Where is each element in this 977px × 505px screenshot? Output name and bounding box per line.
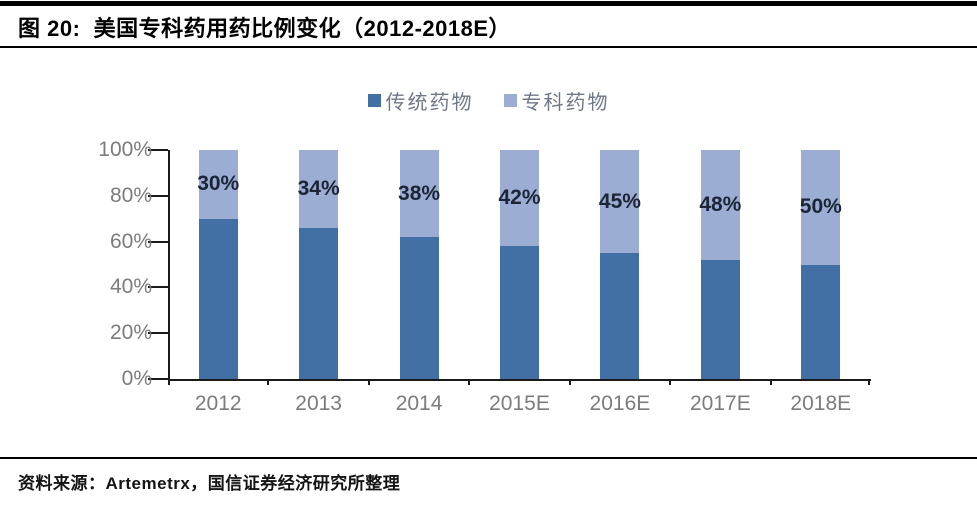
legend-swatch-icon xyxy=(367,94,381,107)
legend-swatch-icon xyxy=(503,94,517,107)
legend-label: 传统药物 xyxy=(385,92,474,114)
x-axis-tick xyxy=(769,379,772,385)
data-label: 30% xyxy=(197,172,240,196)
x-axis-tick xyxy=(168,379,170,385)
x-tick-label: 2018E xyxy=(790,392,852,415)
x-tick-label: 2017E xyxy=(689,392,751,415)
bar-segment-traditional xyxy=(500,246,539,379)
bar-segment-specialty xyxy=(801,150,841,265)
data-label: 48% xyxy=(699,192,742,216)
plot-area: 0% 20% 40% 60% 80% 100% 30% 2012 34% 2013 38% 2014 4… xyxy=(98,138,871,415)
y-axis-tick xyxy=(148,378,168,380)
y-tick-label: 0% xyxy=(121,367,152,390)
y-axis-tick xyxy=(148,194,168,197)
x-axis-tick xyxy=(868,379,870,385)
data-label: 45% xyxy=(598,189,641,213)
y-axis-line xyxy=(168,150,170,379)
x-axis-tick xyxy=(367,379,370,385)
title-divider xyxy=(0,46,977,48)
x-axis-tick xyxy=(568,379,571,385)
x-tick-label: 2014 xyxy=(395,392,443,415)
bar-segment-specialty xyxy=(700,150,740,260)
x-axis-tick xyxy=(267,379,270,385)
bar-segment-traditional xyxy=(700,259,740,379)
bar-segment-traditional xyxy=(198,218,238,379)
bar-segment-specialty xyxy=(299,150,339,228)
bar-segment-specialty xyxy=(198,150,238,219)
bar-segment-traditional xyxy=(299,227,339,379)
data-label: 50% xyxy=(799,195,842,219)
x-axis-tick xyxy=(669,379,672,385)
x-tick-label: 2012 xyxy=(194,392,242,415)
data-label: 42% xyxy=(498,186,541,210)
y-tick-label: 20% xyxy=(109,321,152,345)
chart-legend: 传统药物 专科药物 xyxy=(0,86,977,115)
x-tick-label: 2013 xyxy=(295,392,342,415)
bar-segment-specialty xyxy=(399,150,439,238)
footer-divider xyxy=(0,457,977,459)
legend-item: 专科药物 xyxy=(503,86,610,115)
figure-title: 图 20: 美国专科药用药比例变化（2012-2018E） xyxy=(18,16,512,41)
legend-item: 传统药物 xyxy=(367,86,474,115)
x-axis-tick xyxy=(468,379,471,385)
bar-segment-specialty xyxy=(500,150,539,247)
x-tick-label: 2016E xyxy=(589,392,651,415)
bar-segment-traditional xyxy=(399,237,439,379)
y-axis-tick xyxy=(148,149,168,151)
data-label: 34% xyxy=(297,176,340,200)
y-axis-tick xyxy=(148,332,168,335)
y-tick-label: 100% xyxy=(98,138,152,161)
legend-label: 专科药物 xyxy=(521,92,610,114)
top-divider xyxy=(0,1,977,6)
y-axis-tick xyxy=(148,286,168,289)
source-note: 资料来源：Artemetrx，国信证券经济研究所整理 xyxy=(18,474,401,493)
data-label: 38% xyxy=(398,181,441,205)
y-tick-label: 40% xyxy=(109,275,152,299)
x-tick-label: 2015E xyxy=(489,392,550,415)
y-tick-label: 80% xyxy=(109,183,152,207)
bar-segment-traditional xyxy=(600,253,640,379)
bar-segment-traditional xyxy=(801,264,841,379)
y-axis-tick xyxy=(148,240,168,243)
bar-segment-specialty xyxy=(600,150,640,254)
x-axis-line xyxy=(168,379,871,381)
y-tick-label: 60% xyxy=(109,229,152,253)
